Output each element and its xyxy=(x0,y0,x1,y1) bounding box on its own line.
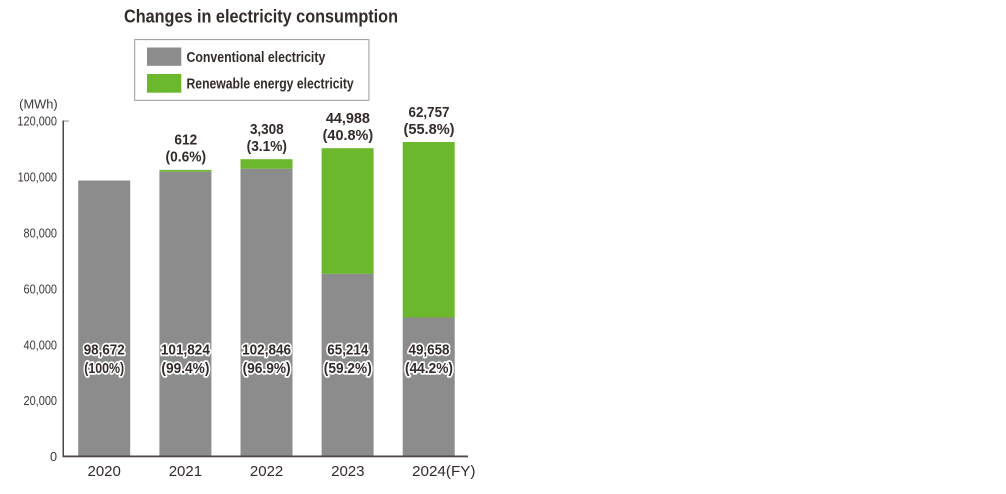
svg-text:62,757: 62,757 xyxy=(409,104,450,121)
svg-text:100,000: 100,000 xyxy=(18,171,57,185)
svg-text:Renewable energy electricity: Renewable energy electricity xyxy=(187,76,354,92)
svg-text:(59.2%): (59.2%) xyxy=(324,360,372,377)
svg-text:(100%): (100%) xyxy=(84,360,124,377)
svg-text:0: 0 xyxy=(50,450,57,464)
svg-text:(55.8%): (55.8%) xyxy=(404,121,455,138)
svg-text:(MWh): (MWh) xyxy=(19,97,58,111)
svg-text:2021: 2021 xyxy=(169,463,202,480)
svg-text:2022: 2022 xyxy=(250,463,283,480)
svg-text:Changes in electricity consump: Changes in electricity consumption xyxy=(124,6,398,26)
svg-text:(99.4%): (99.4%) xyxy=(161,360,209,377)
svg-text:(0.6%): (0.6%) xyxy=(166,149,207,166)
svg-text:102,846: 102,846 xyxy=(242,342,291,359)
svg-text:120,000: 120,000 xyxy=(17,115,57,129)
svg-text:(44.2%): (44.2%) xyxy=(405,360,453,377)
svg-text:(40.8%): (40.8%) xyxy=(323,127,374,144)
svg-text:2024(FY): 2024(FY) xyxy=(412,463,476,480)
svg-text:3,308: 3,308 xyxy=(250,121,284,138)
svg-text:60,000: 60,000 xyxy=(24,282,58,296)
svg-text:20,000: 20,000 xyxy=(24,394,58,408)
svg-text:44,988: 44,988 xyxy=(326,110,370,127)
svg-text:40,000: 40,000 xyxy=(24,338,58,352)
svg-text:612: 612 xyxy=(174,132,197,149)
svg-text:98,672: 98,672 xyxy=(84,342,125,359)
svg-text:2020: 2020 xyxy=(88,463,121,480)
svg-text:80,000: 80,000 xyxy=(24,227,58,241)
svg-text:65,214: 65,214 xyxy=(327,342,369,359)
svg-text:49,658: 49,658 xyxy=(409,342,450,359)
svg-text:(3.1%): (3.1%) xyxy=(247,138,287,155)
svg-text:(96.9%): (96.9%) xyxy=(243,360,291,377)
svg-text:2023: 2023 xyxy=(331,463,364,480)
svg-text:101,824: 101,824 xyxy=(161,342,211,359)
svg-text:Conventional electricity: Conventional electricity xyxy=(187,50,326,66)
